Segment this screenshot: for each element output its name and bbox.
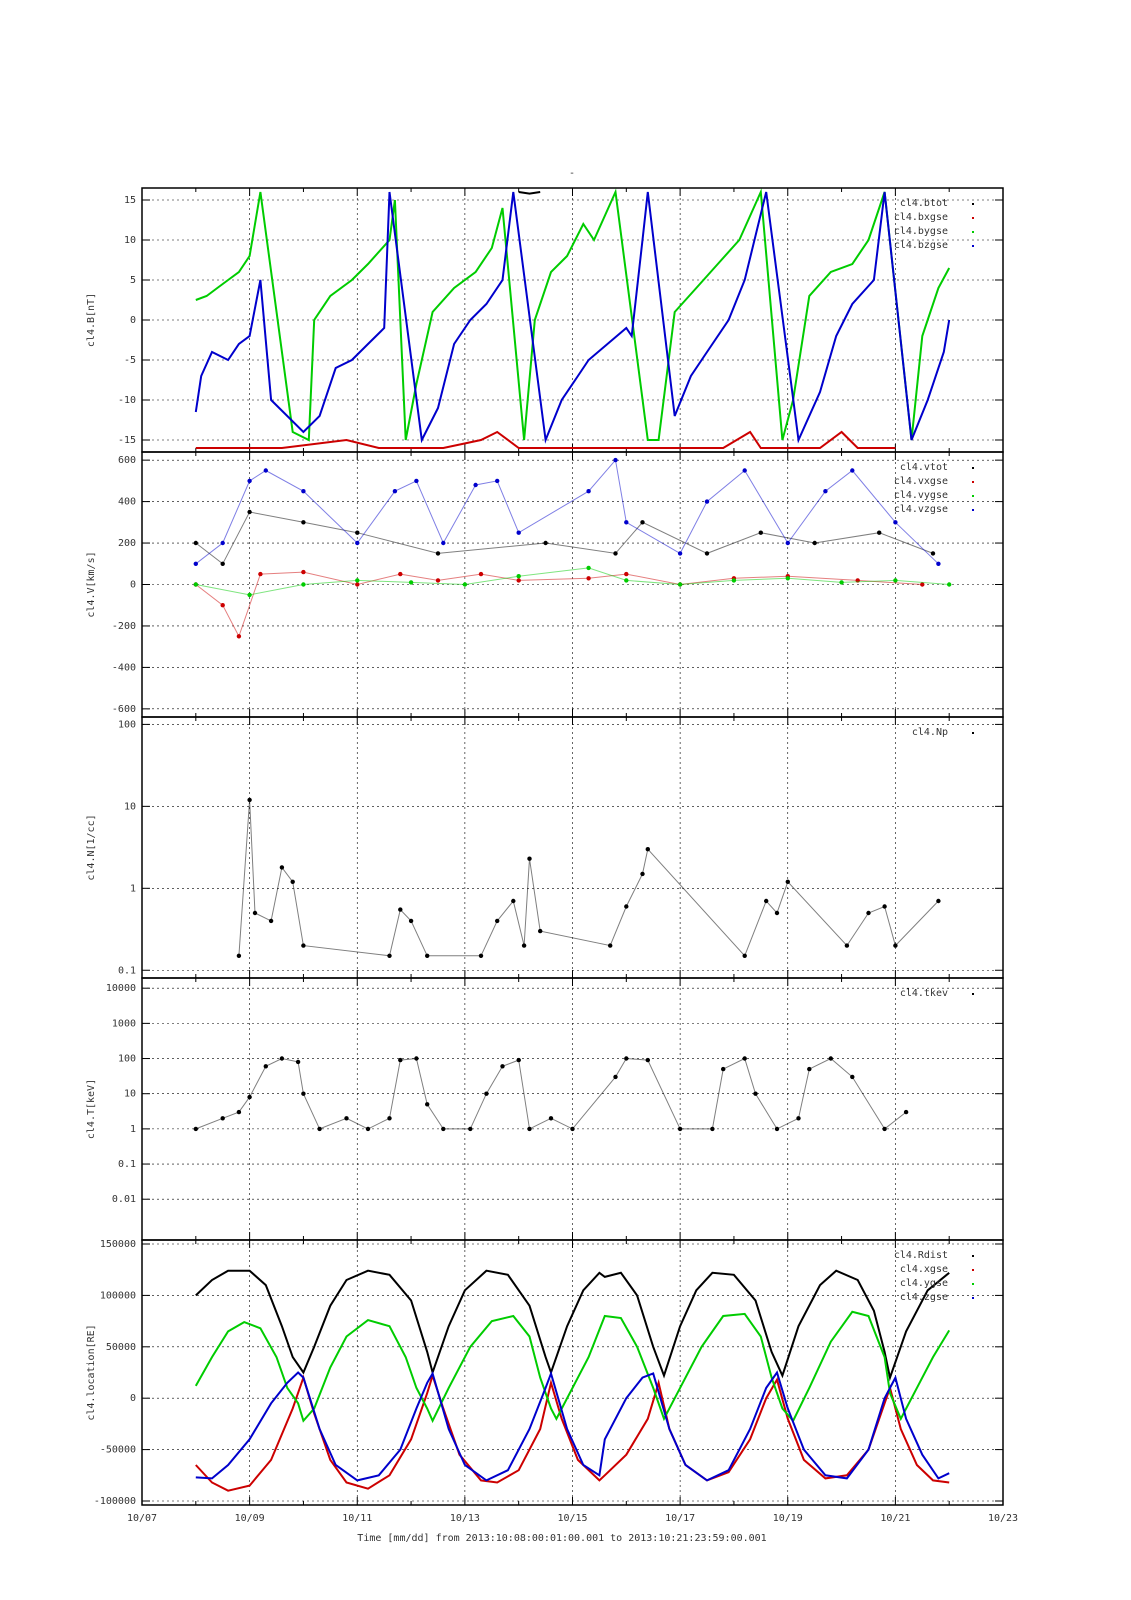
legend-marker [972, 732, 974, 734]
y-tick-label: 10 [124, 801, 136, 812]
x-axis-label: Time [mm/dd] from 2013:10:08:00:01:00.00… [357, 1533, 766, 1544]
panel-frame [141, 1239, 1004, 1506]
legend-label: cl4.vtot [900, 462, 948, 473]
series-trace-cl4.vzgse [195, 458, 939, 565]
series-line-cl4.zgse [195, 1370, 950, 1482]
legend-label: cl4.btot [900, 198, 948, 209]
series-trace-cl4.vygse [195, 567, 950, 596]
panel-2: -600 -400 -200 0 200 400 600 cl4.vtot cl4.vxgse c… [86, 451, 1004, 718]
y-tick-label: 10 [124, 1089, 136, 1100]
panel-4: 0.01 0.1 1 10 100 1000 10000 cl4.tkev cl4.T[keV] [86, 977, 1004, 1241]
x-tick-label: 10/19 [773, 1513, 803, 1524]
legend-marker [972, 1255, 974, 1257]
y-axis-label: cl4.T[keV] [86, 1079, 97, 1139]
y-tick-label: 200 [118, 538, 136, 549]
legend-label: cl4.bxgse [894, 212, 948, 223]
y-tick-label: 100000 [100, 1290, 136, 1301]
y-tick-label: 0 [130, 315, 136, 326]
legend-label: cl4.bzgse [894, 240, 948, 251]
y-tick-label: 50000 [106, 1342, 136, 1353]
series-trace-cl4.Np [238, 799, 939, 957]
y-tick-label: 0.01 [112, 1194, 136, 1205]
series-line-cl4.Rdist [195, 1269, 950, 1382]
legend-marker [972, 481, 974, 483]
legend-marker [972, 993, 974, 995]
y-tick-label: -600 [112, 704, 136, 715]
x-tick-label: 10/23 [988, 1513, 1018, 1524]
legend-label: cl4.vzgse [894, 504, 948, 515]
panel-5: -100000 -50000 0 50000 100000 150000 cl4.Rdist… [86, 1239, 1004, 1507]
y-tick-label: -50000 [100, 1445, 136, 1456]
legend-marker [972, 509, 974, 511]
data-point-cl4.tkev [193, 1126, 198, 1132]
x-tick-label: 10/11 [342, 1513, 372, 1524]
x-tick-label: 10/15 [557, 1513, 587, 1524]
legend-marker [972, 1283, 974, 1285]
legend-label: cl4.Rdist [894, 1250, 948, 1261]
y-axis-label: cl4.location[RE] [86, 1324, 97, 1420]
series-trace-cl4.vxgse [195, 571, 923, 638]
figure-title: - [569, 168, 575, 179]
panel-1: -15 -10 -5 0 5 10 15 cl4.btot cl4.bxgse cl4.bygse… [86, 187, 1004, 453]
legend-label: cl4.ygse [900, 1278, 948, 1289]
legend-label: cl4.bygse [894, 226, 948, 237]
series-trace-cl4.tkev [195, 1057, 907, 1130]
legend-marker [972, 217, 974, 219]
legend-label: cl4.xgse [900, 1264, 948, 1275]
y-tick-label: 0.1 [118, 965, 136, 976]
y-tick-label: 15 [124, 195, 136, 206]
legend-marker [972, 203, 974, 205]
y-tick-label: 400 [118, 497, 136, 508]
y-tick-label: 150000 [100, 1239, 136, 1250]
x-tick-label: 10/17 [665, 1513, 695, 1524]
legend-marker [972, 1297, 974, 1299]
series-line-cl4.bzgse [194, 191, 951, 444]
y-tick-label: 600 [118, 455, 136, 466]
y-tick-label: 5 [130, 275, 136, 286]
x-tick-label: 10/21 [880, 1513, 910, 1524]
y-tick-label: 10 [124, 235, 136, 246]
legend-marker [972, 245, 974, 247]
y-tick-label: 1 [130, 883, 136, 894]
y-tick-label: 100 [118, 719, 136, 730]
series-line-cl4.bxgse [195, 430, 896, 449]
y-tick-label: 0.1 [118, 1159, 136, 1170]
y-tick-label: -15 [118, 435, 136, 446]
y-tick-label: 0 [130, 1393, 136, 1404]
x-tick-label: 10/13 [450, 1513, 480, 1524]
legend-label: cl4.zgse [900, 1292, 948, 1303]
y-tick-label: 100 [118, 1054, 136, 1065]
y-tick-label: -100000 [94, 1496, 136, 1507]
y-tick-label: 0 [130, 580, 136, 591]
y-tick-label: -200 [112, 621, 136, 632]
legend-label: cl4.tkev [900, 988, 948, 999]
legend-marker [972, 495, 974, 497]
y-axis-label: cl4.B[nT] [86, 293, 97, 347]
series-trace-cl4.vtot [195, 511, 934, 565]
y-tick-label: -400 [112, 662, 136, 673]
y-tick-label: -5 [124, 355, 136, 366]
panel-3: 0.1 1 10 100 cl4.Np cl4.N[1/cc] [86, 716, 1004, 979]
y-tick-label: 1 [130, 1124, 136, 1135]
legend-label: cl4.Np [912, 727, 948, 738]
series-line-cl4.xgse [195, 1372, 950, 1492]
y-axis-label: cl4.V[km/s] [86, 551, 97, 617]
x-tick-label: 10/09 [235, 1513, 265, 1524]
y-tick-label: 10000 [106, 983, 136, 994]
legend-marker [972, 1269, 974, 1271]
legend-label: cl4.vygse [894, 490, 948, 501]
legend-marker [972, 231, 974, 233]
y-tick-label: -10 [118, 395, 136, 406]
legend-marker [972, 467, 974, 469]
series-line-cl4.btot [518, 191, 541, 195]
y-tick-label: 1000 [112, 1018, 136, 1029]
series-line-cl4.ygse [194, 1310, 951, 1424]
x-tick-label: 10/07 [127, 1513, 157, 1524]
legend-label: cl4.vxgse [894, 476, 948, 487]
series-line-cl4.bygse [195, 188, 951, 442]
y-axis-label: cl4.N[1/cc] [86, 814, 97, 880]
